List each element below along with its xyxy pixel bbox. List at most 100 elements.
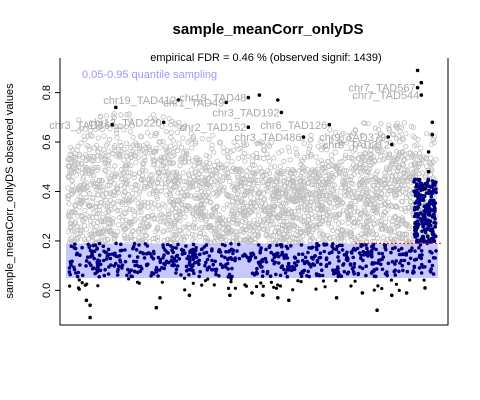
observed-point [369,228,375,234]
observed-point [240,154,246,160]
observed-point [371,158,378,164]
observed-point [391,229,398,235]
observed-point [147,147,153,153]
observed-point [93,126,99,132]
significant-point [184,269,189,273]
observed-point [276,187,282,193]
observed-point [238,180,244,186]
low-point [269,280,273,284]
observed-point [291,226,297,232]
significant-point [270,258,275,263]
significant-point [416,206,420,210]
observed-point [304,201,310,207]
significant-point [365,246,369,251]
observed-point [185,171,192,177]
observed-point [105,162,111,169]
significant-point [306,269,311,274]
significant-point [191,242,196,247]
observed-point [99,177,105,183]
observed-point [247,220,253,227]
observed-point [119,166,125,173]
observed-point [327,239,333,245]
observed-point [214,169,220,175]
observed-point [180,170,186,176]
significant-point [107,252,112,257]
observed-point [132,140,138,146]
significant-point [397,248,401,252]
significant-point [434,190,438,195]
significant-point [138,250,143,255]
observed-point [300,178,306,184]
observed-point [328,152,334,158]
significant-point [267,245,272,250]
observed-point [155,179,161,186]
low-point [233,286,237,290]
observed-point [291,236,297,242]
observed-point [107,228,113,234]
observed-point [180,206,186,212]
observed-point [308,132,314,138]
significant-point [432,239,437,243]
observed-point [337,159,343,165]
observed-point [423,131,430,137]
observed-point [214,180,220,186]
observed-point [265,188,271,194]
observed-point [138,209,144,215]
observed-point [95,219,101,225]
significant-point [272,255,277,260]
observed-point [216,234,222,240]
significant-point [428,249,432,254]
observed-point [250,177,256,183]
observed-point [208,227,214,233]
observed-point [104,190,110,196]
observed-point [139,200,145,206]
observed-point [226,221,232,227]
observed-point [206,154,212,160]
significant-point [274,272,278,277]
observed-point [193,169,199,175]
observed-point [68,238,75,245]
observed-point [378,131,384,137]
observed-point [430,136,436,142]
significant-point [324,263,329,267]
low-point [261,284,265,288]
observed-point [142,233,148,239]
observed-point [401,120,407,126]
observed-point [364,230,370,236]
observed-point [377,179,383,185]
observed-point [399,149,406,155]
significant-point [345,271,350,276]
significant-point [427,188,431,193]
observed-point [101,133,107,139]
observed-point [122,162,128,169]
significant-point [393,273,398,277]
observed-point [104,201,110,207]
observed-point [318,138,324,144]
observed-point [145,214,151,220]
low-point [276,283,280,287]
significant-point [291,264,295,269]
observed-point [145,217,151,223]
significant-point [179,273,183,277]
observed-point [184,188,190,195]
significant-point [138,269,142,274]
observed-point [91,210,97,216]
observed-point [385,203,391,209]
significant-point [428,209,433,214]
observed-point [156,175,162,181]
observed-point [107,223,113,229]
significant-point [428,269,433,273]
significant-point [197,262,201,267]
significant-point [430,190,434,194]
observed-point [161,169,167,175]
labeled-point [390,142,394,147]
significant-point [393,262,397,266]
significant-point [299,243,304,247]
observed-point [207,167,213,173]
significant-point [307,262,312,267]
observed-point [109,167,115,173]
observed-point [112,143,118,149]
observed-point [158,154,164,160]
significant-point [264,260,269,264]
observed-point [220,145,226,151]
